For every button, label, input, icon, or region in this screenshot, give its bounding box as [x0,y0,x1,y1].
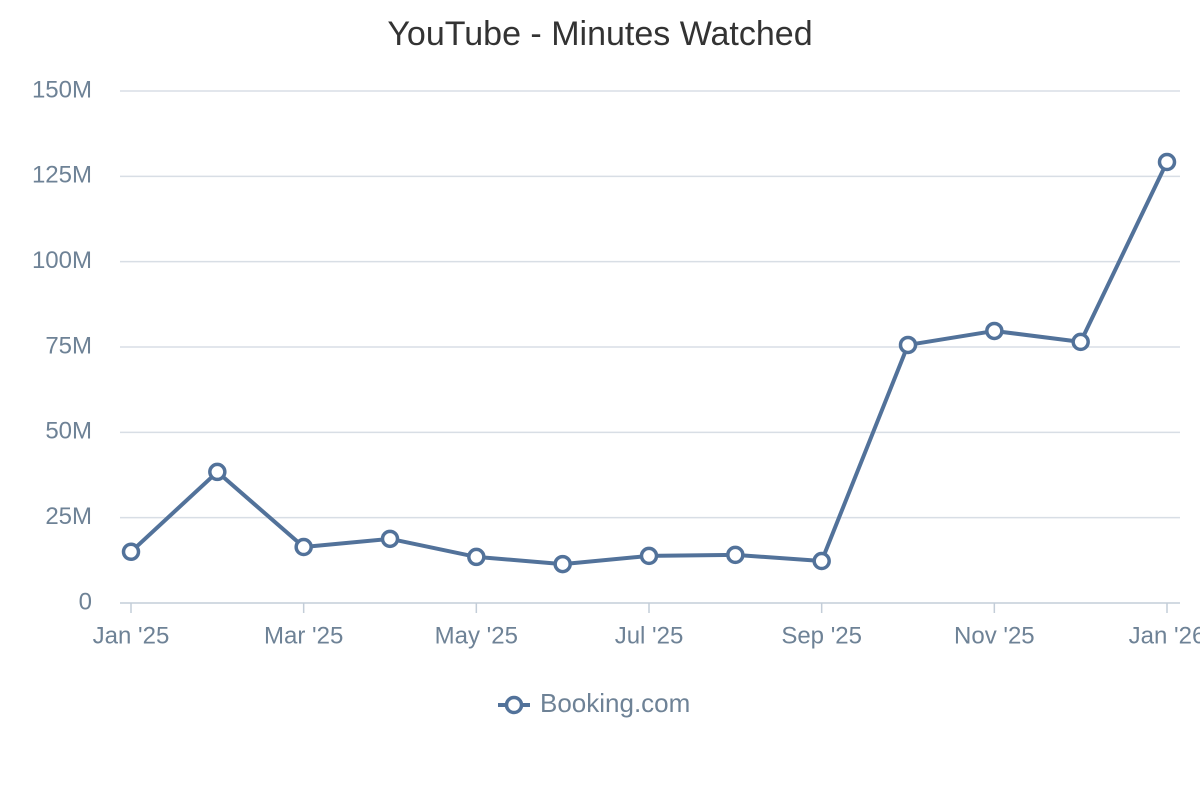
x-tick-label: Jan '26 [1129,622,1200,649]
data-point [294,537,313,557]
x-tick-label: Sep '25 [781,622,862,649]
data-point [121,542,141,562]
x-tick-label: Jan '25 [93,622,170,649]
y-tick-label: 150M [32,76,92,103]
data-point [898,335,918,355]
y-tick-label: 75M [45,332,92,359]
y-tick-label: 50M [45,418,92,445]
y-tick-label: 25M [45,503,92,530]
data-point [639,546,659,566]
x-tick-label: Jul '25 [615,622,684,649]
data-point [812,551,831,571]
x-tick-label: Nov '25 [954,622,1035,649]
legend-marker [504,695,524,715]
legend-label: Booking.com [540,688,690,718]
data-point [553,554,572,574]
data-point [208,462,227,482]
series-line [129,161,1169,567]
data-point [726,545,745,565]
data-point [1071,332,1090,352]
y-tick-label: 125M [32,162,92,189]
x-tick-label: May '25 [435,622,518,649]
data-point [380,529,400,549]
y-tick-label: 0 [79,588,92,615]
data-point [467,547,486,567]
x-tick-label: Mar '25 [264,622,343,649]
chart-title: YouTube - Minutes Watched [387,15,812,53]
y-tick-label: 100M [32,247,92,274]
data-point [985,321,1004,341]
data-point [1157,152,1177,172]
